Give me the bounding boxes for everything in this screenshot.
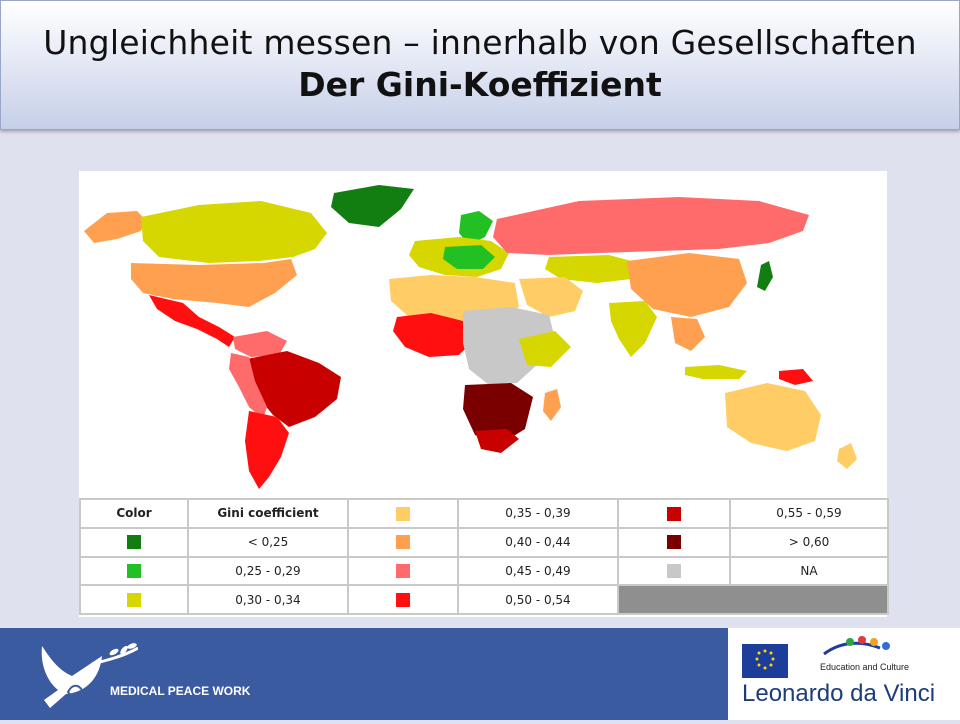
legend-swatch	[396, 535, 410, 550]
footer-mpw-panel: MEDICAL PEACE WORK	[0, 628, 728, 720]
legend-swatch	[127, 564, 141, 579]
map-region-alaska	[84, 211, 145, 243]
legend-swatch	[667, 535, 681, 550]
legend-swatch-cell	[79, 584, 189, 615]
map-region-south-africa	[475, 429, 519, 453]
education-culture-logo-icon	[823, 636, 890, 656]
dove-logo-icon	[41, 643, 138, 708]
legend-swatch	[127, 535, 141, 550]
map-region-mexico	[149, 295, 235, 347]
map-region-southern-cone	[245, 411, 289, 489]
map-region-brazil	[245, 351, 341, 427]
gini-figure: Color Gini coefficient 0,35 - 0,39 0,55 …	[79, 171, 889, 617]
legend-swatch	[127, 592, 141, 607]
legend-label: 0,40 - 0,44	[457, 526, 619, 558]
legend-swatch	[396, 592, 410, 607]
map-region-east-africa	[519, 331, 571, 367]
education-culture-label: Education and Culture	[820, 662, 910, 672]
map-region-australia	[725, 383, 821, 451]
medical-peace-work-label: MEDICAL PEACE WORK	[110, 684, 251, 698]
map-region-greenland	[331, 185, 414, 227]
legend-swatch-cell	[347, 526, 459, 558]
legend-label: 0,30 - 0,34	[187, 584, 349, 615]
leonardo-da-vinci-label: Leonardo da Vinci	[742, 680, 936, 707]
legend-swatch-cell	[347, 498, 459, 529]
eu-flag-icon	[742, 644, 788, 678]
legend-swatch-cell	[617, 555, 731, 587]
map-region-russia	[493, 197, 809, 255]
map-region-indonesia	[685, 365, 747, 379]
legend-swatch	[667, 564, 681, 579]
map-region-madagascar	[543, 389, 561, 421]
map-region-central-africa	[463, 307, 555, 385]
legend-header-gini: Gini coefficient	[187, 498, 349, 529]
title-banner: Ungleichheit messen – innerhalb von Gese…	[0, 0, 960, 130]
legend-swatch	[396, 564, 410, 579]
legend-swatch-cell	[79, 526, 189, 558]
map-region-central-europe	[443, 245, 495, 269]
map-region-northern-south-america	[233, 331, 287, 357]
legend-label: 0,55 - 0,59	[729, 498, 889, 529]
legend-swatch-cell	[79, 555, 189, 587]
legend-swatch-cell	[617, 526, 731, 558]
legend-label: > 0,60	[729, 526, 889, 558]
legend-swatch	[667, 506, 681, 521]
legend-table: Color Gini coefficient 0,35 - 0,39 0,55 …	[79, 498, 889, 615]
map-region-andes	[229, 353, 267, 419]
map-region-china	[627, 253, 747, 317]
legend-filler	[617, 584, 889, 615]
map-region-usa	[131, 259, 297, 307]
map-region-canada	[141, 201, 327, 263]
slide-title: Ungleichheit messen – innerhalb von Gese…	[43, 23, 917, 62]
legend-label: < 0,25	[187, 526, 349, 558]
map-region-new-zealand	[837, 443, 857, 469]
legend-header-color: Color	[79, 498, 189, 529]
legend-swatch-cell	[617, 498, 731, 529]
legend-swatch-cell	[347, 555, 459, 587]
footer-eu-panel: Education and Culture Leonardo da Vinci	[728, 628, 960, 720]
map-region-india	[609, 301, 657, 357]
legend-label: 0,50 - 0,54	[457, 584, 619, 615]
map-region-west-africa	[393, 313, 475, 357]
map-region-southern-africa	[463, 383, 533, 445]
world-map	[79, 171, 887, 496]
legend-label: 0,25 - 0,29	[187, 555, 349, 587]
map-region-central-asia	[545, 255, 639, 283]
map-region-southeast-asia	[671, 317, 705, 351]
legend-swatch	[396, 506, 410, 521]
legend-label: 0,35 - 0,39	[457, 498, 619, 529]
map-region-middle-east	[519, 277, 583, 317]
slide-subtitle: Der Gini-Koeffizient	[298, 65, 662, 104]
legend-swatch-cell	[347, 584, 459, 615]
legend-label: NA	[729, 555, 889, 587]
legend-label: 0,45 - 0,49	[457, 555, 619, 587]
map-region-new-guinea	[779, 369, 813, 385]
map-region-japan	[757, 261, 773, 291]
map-region-scandinavia	[459, 211, 493, 245]
